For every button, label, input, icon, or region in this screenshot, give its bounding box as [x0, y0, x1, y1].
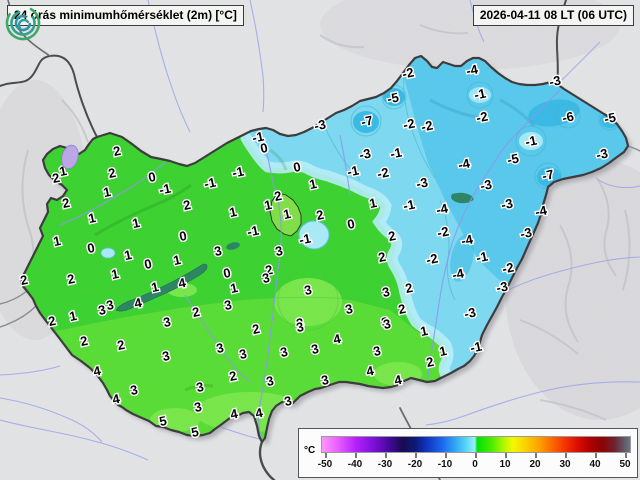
- legend-tick-mark: [505, 453, 507, 458]
- station-value: -3: [548, 72, 562, 89]
- station-value: -3: [358, 145, 372, 162]
- legend-unit: °C: [304, 445, 316, 456]
- legend-tick-mark: [415, 453, 417, 458]
- station-value: -1: [524, 132, 538, 149]
- station-value: -2: [420, 117, 434, 134]
- legend-tick-label: 20: [529, 459, 541, 470]
- station-value: -1: [298, 230, 312, 247]
- station-value: -2: [401, 64, 415, 81]
- legend-tick-mark: [355, 453, 357, 458]
- station-value: -1: [203, 174, 217, 191]
- station-value: -1: [389, 144, 403, 161]
- legend-tick-mark: [445, 453, 447, 458]
- station-value: -1: [402, 196, 416, 213]
- station-value: -5: [603, 109, 617, 126]
- legend-tick-label: -20: [407, 459, 423, 470]
- legend-tick-mark: [475, 453, 477, 458]
- station-value: -3: [313, 116, 327, 133]
- legend-tick-label: 30: [559, 459, 571, 470]
- legend-tick-label: -40: [347, 459, 363, 470]
- station-value: -3: [519, 224, 533, 241]
- station-value: -6: [561, 108, 575, 125]
- legend-tick-label: -50: [317, 459, 333, 470]
- station-value: -2: [501, 259, 515, 276]
- station-value: -1: [469, 338, 483, 355]
- legend-tick-label: 0: [472, 459, 478, 470]
- legend-tick-label: 10: [499, 459, 511, 470]
- station-value: -1: [473, 85, 487, 102]
- station-value: -3: [595, 145, 609, 162]
- station-value: -1: [251, 128, 265, 145]
- legend-tick-mark: [565, 453, 567, 458]
- station-value: -1: [346, 162, 360, 179]
- map-datetime: 2026-04-11 08 LT (06 UTC): [479, 8, 627, 22]
- legend-tick-mark: [625, 453, 627, 458]
- station-value: -2: [376, 164, 390, 181]
- station-value: -7: [360, 112, 374, 129]
- station-value: -3: [415, 174, 429, 191]
- legend-tick-label: 50: [619, 459, 631, 470]
- legend-tick-mark: [535, 453, 537, 458]
- station-value: -2: [436, 223, 450, 240]
- legend: °C -50 -40 -30 -20 -10 0 10 20 30 40 50: [298, 428, 638, 478]
- station-value: -3: [495, 278, 509, 295]
- station-value: -5: [386, 89, 400, 106]
- station-value: -2: [475, 108, 489, 125]
- map-datetime-box: 2026-04-11 08 LT (06 UTC): [472, 5, 634, 26]
- station-value: -2: [425, 250, 439, 267]
- station-value: -3: [479, 176, 493, 193]
- legend-tick-label: 40: [589, 459, 601, 470]
- station-value: -1: [158, 180, 172, 197]
- legend-tick-mark: [385, 453, 387, 458]
- station-value: -7: [541, 166, 555, 183]
- station-value: -1: [246, 222, 260, 239]
- met-spiral-logo: [5, 5, 41, 41]
- station-value: -3: [500, 195, 514, 212]
- map-title: 24 órás minimumhőmérséklet (2m) [°C]: [14, 8, 237, 22]
- legend-tick-mark: [595, 453, 597, 458]
- legend-tick-label: -10: [437, 459, 453, 470]
- station-value: -5: [506, 150, 520, 167]
- station-value: -1: [475, 248, 489, 265]
- legend-tick-mark: [325, 453, 327, 458]
- cold-dot-west: [100, 247, 116, 259]
- legend-tick-label: -30: [377, 459, 393, 470]
- station-value: -1: [231, 163, 245, 180]
- station-value: -3: [463, 304, 477, 321]
- colorbar: [321, 436, 631, 453]
- lake-ferto: [61, 144, 79, 170]
- station-value: -2: [402, 115, 416, 132]
